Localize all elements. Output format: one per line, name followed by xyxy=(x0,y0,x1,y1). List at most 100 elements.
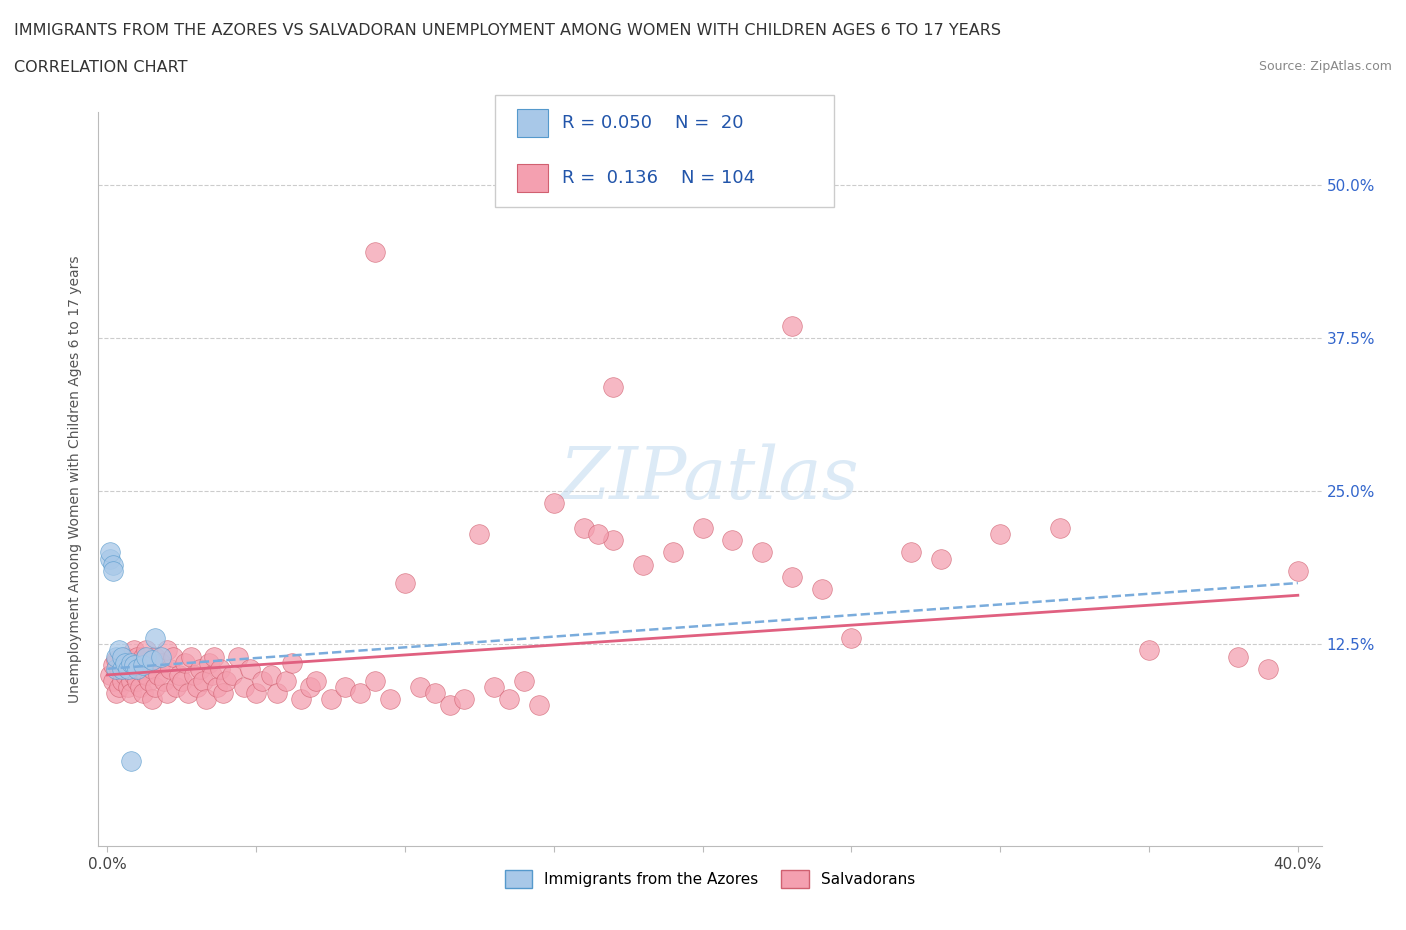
Point xyxy=(105,653,128,668)
Point xyxy=(260,668,283,683)
Point xyxy=(423,685,446,700)
Point xyxy=(572,521,595,536)
Point xyxy=(439,698,461,713)
Point xyxy=(204,649,226,664)
Point xyxy=(239,661,262,676)
Point xyxy=(1227,649,1250,664)
Point xyxy=(290,692,312,707)
Point xyxy=(468,526,491,541)
Point xyxy=(98,551,121,566)
Text: R =  0.136    N = 104: R = 0.136 N = 104 xyxy=(562,168,755,187)
Point xyxy=(127,661,149,676)
Point xyxy=(167,668,190,683)
Point xyxy=(149,656,172,671)
Point xyxy=(602,533,624,548)
Point xyxy=(274,673,297,688)
Point xyxy=(631,190,654,205)
Point xyxy=(233,680,256,695)
Point xyxy=(245,685,267,700)
Point xyxy=(120,685,142,700)
Point xyxy=(221,668,243,683)
Point xyxy=(165,680,187,695)
Point xyxy=(132,649,155,664)
Point xyxy=(543,496,565,511)
Point xyxy=(120,656,142,671)
Point xyxy=(173,656,195,671)
Point xyxy=(513,673,536,688)
Point xyxy=(141,661,163,676)
Point xyxy=(135,649,157,664)
Point xyxy=(200,668,222,683)
Point xyxy=(103,557,125,572)
Point xyxy=(149,649,172,664)
Point xyxy=(143,649,166,664)
Point xyxy=(111,656,134,671)
Point xyxy=(1286,564,1309,578)
Point xyxy=(298,680,321,695)
Text: R = 0.050    N =  20: R = 0.050 N = 20 xyxy=(562,113,744,132)
Point xyxy=(250,673,273,688)
Point xyxy=(349,685,371,700)
Point xyxy=(207,680,229,695)
Point xyxy=(194,692,217,707)
Point xyxy=(103,658,125,672)
Point xyxy=(177,685,200,700)
Point xyxy=(108,680,131,695)
Point xyxy=(266,685,288,700)
Point xyxy=(162,649,184,664)
Point xyxy=(117,680,139,695)
Point xyxy=(132,685,155,700)
Point xyxy=(364,673,387,688)
Point xyxy=(498,692,520,707)
Point xyxy=(453,692,475,707)
Point xyxy=(98,668,121,683)
Text: Source: ZipAtlas.com: Source: ZipAtlas.com xyxy=(1258,60,1392,73)
Point xyxy=(212,685,235,700)
Point xyxy=(141,653,163,668)
Point xyxy=(156,685,179,700)
Point xyxy=(103,564,125,578)
Point xyxy=(111,649,134,664)
Point xyxy=(117,661,139,676)
Point xyxy=(929,551,952,566)
Point xyxy=(364,245,387,259)
Point xyxy=(810,582,832,597)
Point xyxy=(988,526,1011,541)
Legend: Immigrants from the Azores, Salvadorans: Immigrants from the Azores, Salvadorans xyxy=(499,864,921,894)
Point xyxy=(103,673,125,688)
Point xyxy=(527,698,550,713)
Point xyxy=(409,680,432,695)
Point xyxy=(170,673,193,688)
Point xyxy=(122,668,145,683)
Point xyxy=(215,673,238,688)
Point xyxy=(1049,521,1071,536)
Point xyxy=(588,526,610,541)
Point xyxy=(114,649,136,664)
Point xyxy=(105,685,128,700)
Point xyxy=(143,680,166,695)
Point xyxy=(120,673,142,688)
Point xyxy=(394,576,416,591)
Point xyxy=(135,668,157,683)
Point xyxy=(1137,643,1160,658)
Point xyxy=(111,661,134,676)
Point xyxy=(209,661,232,676)
Point xyxy=(156,643,179,658)
Point xyxy=(900,545,922,560)
Point xyxy=(108,643,131,658)
Point xyxy=(132,658,155,672)
Point xyxy=(129,661,152,676)
Point xyxy=(120,753,142,768)
Point xyxy=(188,661,211,676)
Point xyxy=(135,643,157,658)
Point xyxy=(721,533,744,548)
Point xyxy=(319,692,342,707)
Point xyxy=(335,680,357,695)
Text: CORRELATION CHART: CORRELATION CHART xyxy=(14,60,187,75)
Point xyxy=(841,631,863,645)
Point xyxy=(127,673,149,688)
Point xyxy=(602,379,624,394)
Point xyxy=(183,668,205,683)
Point xyxy=(122,643,145,658)
Point xyxy=(111,673,134,688)
